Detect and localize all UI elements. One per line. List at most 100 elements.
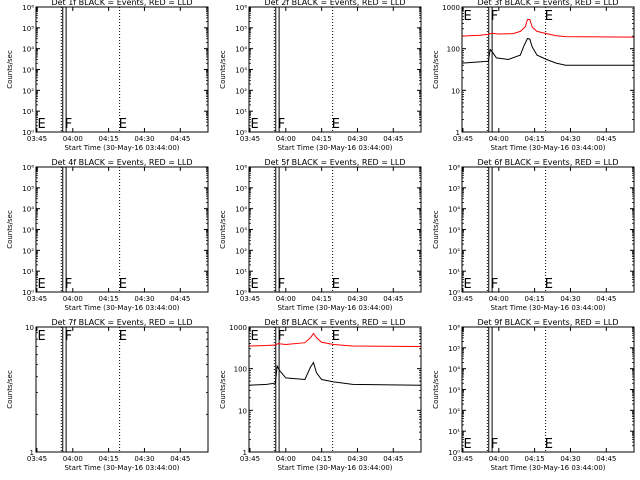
event-marker-f: F [278, 329, 285, 344]
x-axis-label: Start Time (30-May-16 03:44:00) [490, 144, 605, 152]
y-tick-label: 10² [22, 247, 34, 255]
plot-frame [461, 6, 635, 133]
panel-p9: Det 9f BLACK = Events, RED = LLD 10⁰ 10¹ 10… [432, 318, 635, 472]
event-marker-e: E [250, 329, 258, 344]
plot-frame [461, 326, 635, 453]
x-tick-label: 04:45 [383, 135, 403, 143]
plot-frame [35, 326, 209, 453]
y-tick-label: 10⁴ [448, 366, 460, 374]
y-tick-label: 10 [451, 87, 460, 95]
event-marker-f: F [65, 277, 72, 292]
y-tick-label: 10⁶ [235, 4, 247, 12]
event-marker-e: E [545, 437, 553, 452]
panel-title: Det 9f BLACK = Events, RED = LLD [477, 318, 618, 327]
x-tick-label: 04:00 [276, 135, 296, 143]
plot-frame [248, 326, 422, 453]
x-tick-label: 04:30 [134, 135, 154, 143]
panel-title: Det 5f BLACK = Events, RED = LLD [264, 158, 405, 167]
y-tick-label: 10⁵ [22, 185, 34, 193]
y-tick-label: 10³ [235, 227, 247, 235]
y-tick-label: 10⁴ [235, 46, 247, 54]
y-tick-label: 1000 [442, 4, 460, 12]
x-tick-label: 03:45 [240, 135, 260, 143]
event-marker-e: E [332, 329, 340, 344]
event-marker-e: E [332, 277, 340, 292]
x-tick-label: 04:00 [63, 455, 83, 463]
panel-title: Det 2f BLACK = Events, RED = LLD [264, 0, 405, 7]
y-tick-label: 10¹ [448, 428, 460, 436]
y-tick-label: 10 [25, 324, 34, 332]
x-tick-label: 03:45 [453, 135, 473, 143]
panel-p6: Det 6f BLACK = Events, RED = LLD 10⁰ 10¹ 10… [432, 158, 635, 312]
event-marker-f: F [491, 9, 498, 24]
plot-frame [248, 166, 422, 293]
y-tick-label: 10¹ [22, 108, 34, 116]
x-tick-label: 03:45 [453, 295, 473, 303]
event-marker-e: E [545, 277, 553, 292]
y-axis-label: Counts/sec [432, 210, 440, 249]
panel-p5: Det 5f BLACK = Events, RED = LLD 10⁰ 10¹ 10… [219, 158, 422, 312]
y-tick-label: 10² [22, 87, 34, 95]
event-marker-e: E [37, 277, 45, 292]
panel-title: Det 8f BLACK = Events, RED = LLD [264, 318, 405, 327]
y-tick-label: 10³ [448, 387, 460, 395]
x-tick-label: 04:30 [347, 455, 367, 463]
y-tick-label: 10¹ [235, 268, 247, 276]
panel-p2: Det 2f BLACK = Events, RED = LLD 10⁰ 10¹ 10… [219, 0, 422, 152]
y-axis-label: Counts/sec [6, 210, 14, 249]
panel-p1: Det 1f BLACK = Events, RED = LLD 10⁰ 10¹ 10… [6, 0, 209, 152]
y-tick-label: 10⁵ [235, 185, 247, 193]
x-tick-label: 04:30 [347, 295, 367, 303]
x-tick-label: 04:00 [63, 295, 83, 303]
y-tick-label: 10⁵ [448, 345, 460, 353]
y-tick-label: 10⁶ [448, 164, 460, 172]
y-tick-label: 10⁴ [22, 206, 34, 214]
x-tick-label: 04:45 [383, 295, 403, 303]
panel-p3: Det 3f BLACK = Events, RED = LLD 1 10 100 10… [432, 0, 635, 152]
y-axis-label: Counts/sec [6, 370, 14, 409]
event-marker-e: E [119, 117, 127, 132]
y-tick-label: 10¹ [235, 108, 247, 116]
event-marker-f: F [491, 277, 498, 292]
y-tick-label: 10¹ [22, 268, 34, 276]
x-tick-label: 03:45 [240, 455, 260, 463]
y-tick-label: 10² [235, 247, 247, 255]
event-marker-e: E [250, 277, 258, 292]
y-tick-label: 1 [456, 129, 460, 137]
y-tick-label: 10³ [22, 67, 34, 75]
event-marker-f: F [65, 329, 72, 344]
y-tick-label: 10⁶ [448, 324, 460, 332]
panel-p7: Det 7f BLACK = Events, RED = LLD 1 10 03:45… [6, 318, 209, 472]
y-tick-label: 10 [238, 407, 247, 415]
event-marker-e: E [463, 437, 471, 452]
x-tick-label: 04:45 [383, 455, 403, 463]
x-tick-label: 04:30 [560, 135, 580, 143]
y-tick-label: 10² [235, 87, 247, 95]
panel-title: Det 7f BLACK = Events, RED = LLD [51, 318, 192, 327]
x-axis-label: Start Time (30-May-16 03:44:00) [277, 464, 392, 472]
panel-title: Det 3f BLACK = Events, RED = LLD [477, 0, 618, 7]
y-tick-label: 10⁵ [22, 25, 34, 33]
y-tick-label: 10² [448, 407, 460, 415]
x-tick-label: 04:30 [134, 295, 154, 303]
plot-frame [35, 166, 209, 293]
x-tick-label: 04:15 [99, 135, 119, 143]
plot-frame [35, 6, 209, 133]
series-line-a [248, 332, 422, 347]
x-tick-label: 04:15 [99, 455, 119, 463]
y-axis-label: Counts/sec [432, 50, 440, 89]
event-marker-f: F [65, 117, 72, 132]
x-tick-label: 04:00 [489, 455, 509, 463]
x-tick-label: 04:00 [276, 295, 296, 303]
x-tick-label: 04:30 [560, 295, 580, 303]
y-tick-label: 10⁴ [22, 46, 34, 54]
x-axis-label: Start Time (30-May-16 03:44:00) [64, 144, 179, 152]
event-marker-e: E [463, 277, 471, 292]
y-axis-label: Counts/sec [219, 370, 227, 409]
x-tick-label: 04:45 [170, 295, 190, 303]
event-marker-e: E [250, 117, 258, 132]
event-marker-f: F [491, 437, 498, 452]
y-axis-label: Counts/sec [219, 210, 227, 249]
series-line-a [461, 19, 635, 38]
